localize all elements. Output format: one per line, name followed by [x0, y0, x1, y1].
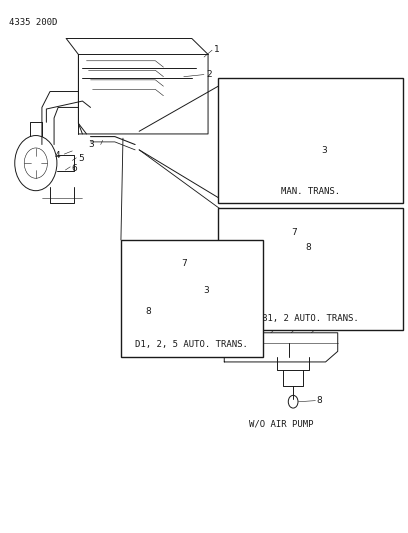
- Text: 7: 7: [182, 260, 187, 268]
- Text: D1, 2, 5 AUTO. TRANS.: D1, 2, 5 AUTO. TRANS.: [135, 341, 248, 350]
- Text: B1, 2 AUTO. TRANS.: B1, 2 AUTO. TRANS.: [262, 314, 359, 323]
- Circle shape: [167, 287, 174, 296]
- Bar: [218, 208, 403, 330]
- Circle shape: [169, 298, 176, 306]
- Text: 6: 6: [71, 164, 77, 173]
- Bar: [218, 78, 403, 203]
- Circle shape: [268, 268, 275, 277]
- Text: 7: 7: [291, 228, 297, 237]
- Text: 3: 3: [322, 147, 327, 156]
- Text: MAN. TRANS.: MAN. TRANS.: [281, 187, 340, 196]
- Text: 5: 5: [78, 155, 84, 164]
- Text: W/O AIR PUMP: W/O AIR PUMP: [249, 419, 313, 429]
- Text: 4335 200D: 4335 200D: [9, 18, 57, 27]
- Circle shape: [276, 125, 283, 135]
- Text: 1: 1: [214, 45, 220, 54]
- Bar: [121, 240, 263, 357]
- Text: 8: 8: [317, 396, 322, 405]
- Text: 8: 8: [305, 244, 311, 253]
- Text: 8: 8: [145, 307, 151, 316]
- Text: 3: 3: [89, 140, 94, 149]
- Text: 3: 3: [253, 288, 258, 297]
- Text: 2: 2: [206, 70, 212, 79]
- Text: 4: 4: [54, 151, 60, 160]
- Text: 3: 3: [203, 286, 209, 295]
- Circle shape: [266, 256, 273, 265]
